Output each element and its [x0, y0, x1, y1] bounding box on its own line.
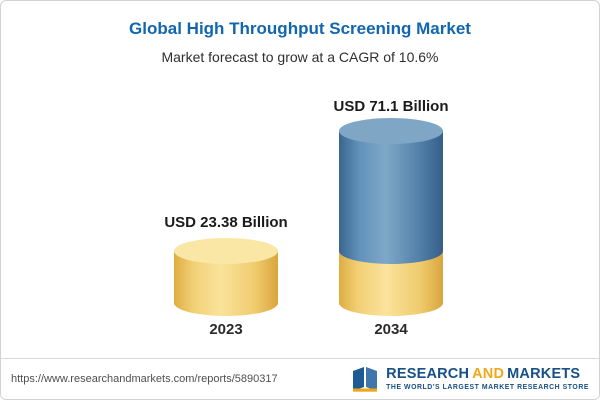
category-label-2023: 2023: [209, 321, 243, 338]
bar-2023-cylinder: [174, 238, 278, 316]
value-label-2034: USD 71.1 Billion: [333, 98, 449, 115]
research-and-markets-logo: RESEARCH AND MARKETS THE WORLD'S LARGEST M…: [350, 364, 589, 394]
logo-wordmark: RESEARCH AND MARKETS: [386, 365, 589, 382]
logo-word-markets: MARKETS: [507, 365, 581, 382]
footer-bar: https://www.researchandmarkets.com/repor…: [1, 358, 599, 399]
source-url-link[interactable]: https://www.researchandmarkets.com/repor…: [11, 373, 278, 385]
page-title: Global High Throughput Screening Market: [129, 19, 471, 38]
logo-word-research: RESEARCH: [386, 365, 470, 382]
logo-text-block: RESEARCH AND MARKETS THE WORLD'S LARGEST M…: [386, 365, 589, 391]
logo-icon: [353, 367, 378, 392]
logo-tagline: THE WORLD'S LARGEST MARKET RESEARCH STOR…: [386, 383, 589, 391]
value-label-2023: USD 23.38 Billion: [164, 214, 288, 231]
category-label-2034: 2034: [374, 321, 408, 338]
bar-2034-cylinder: [339, 118, 443, 316]
page-subtitle: Market forecast to grow at a CAGR of 10.…: [161, 49, 439, 65]
logo-word-and: AND: [472, 365, 505, 382]
